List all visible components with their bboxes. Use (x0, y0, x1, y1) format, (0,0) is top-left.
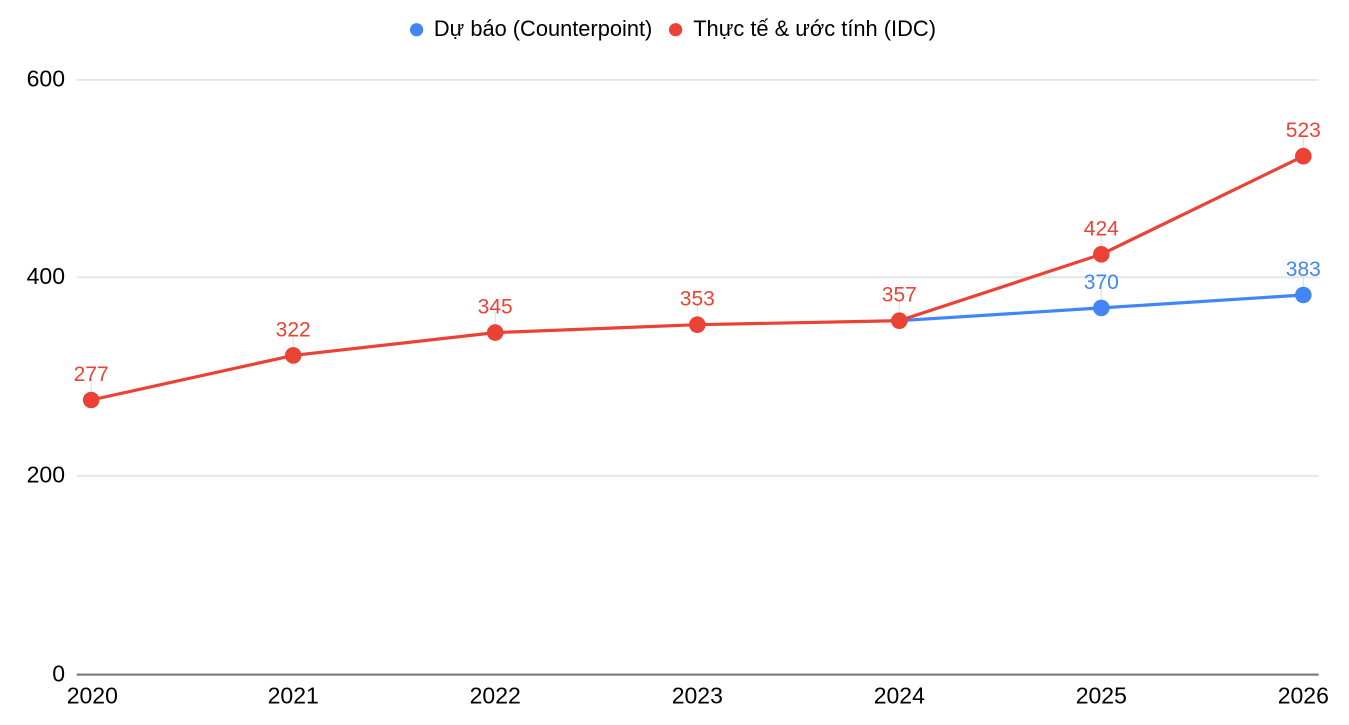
svg-text:383: 383 (1286, 258, 1321, 281)
svg-text:322: 322 (276, 318, 311, 341)
svg-text:277: 277 (74, 363, 109, 386)
svg-text:400: 400 (27, 263, 65, 289)
svg-text:353: 353 (680, 288, 715, 311)
svg-text:2023: 2023 (672, 683, 723, 709)
svg-text:600: 600 (27, 66, 65, 92)
svg-text:2020: 2020 (67, 683, 118, 709)
svg-text:200: 200 (27, 462, 65, 488)
svg-text:345: 345 (478, 296, 513, 319)
svg-text:357: 357 (882, 284, 917, 307)
svg-text:2026: 2026 (1278, 683, 1329, 709)
svg-text:Dự báo (Counterpoint): Dự báo (Counterpoint) (434, 16, 652, 41)
svg-text:2022: 2022 (470, 683, 521, 709)
svg-text:Thực tế & ước tính (IDC): Thực tế & ước tính (IDC) (693, 16, 936, 41)
svg-text:0: 0 (52, 660, 65, 686)
svg-text:523: 523 (1286, 119, 1321, 142)
svg-text:370: 370 (1084, 271, 1119, 294)
svg-text:424: 424 (1084, 217, 1119, 240)
svg-text:2021: 2021 (268, 683, 319, 709)
svg-text:2024: 2024 (874, 683, 925, 709)
svg-text:2025: 2025 (1076, 683, 1127, 709)
